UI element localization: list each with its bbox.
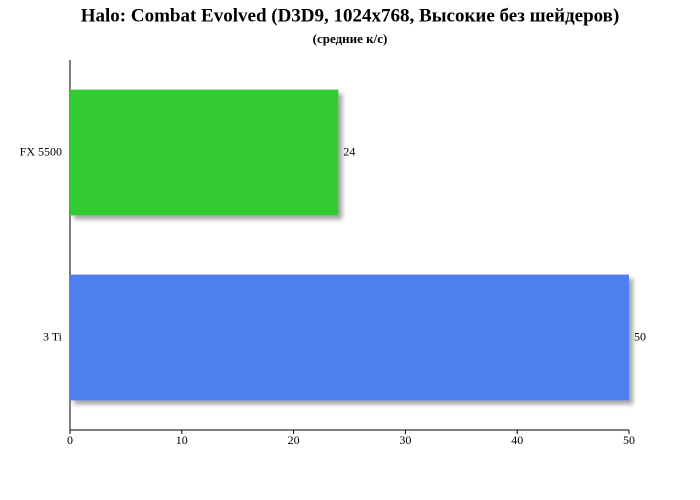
x-tick-label: 30 <box>399 433 411 447</box>
x-tick-label: 50 <box>623 433 635 447</box>
x-tick-label: 10 <box>176 433 188 447</box>
chart-subtitle: (средние к/с) <box>313 31 388 46</box>
bar <box>70 274 629 401</box>
data-label: 24 <box>343 144 355 158</box>
x-tick-label: 0 <box>67 433 73 447</box>
x-tick-label: 40 <box>511 433 523 447</box>
y-tick-label: 3 Ti <box>43 329 63 343</box>
bar <box>70 89 339 216</box>
y-tick-label: FX 5500 <box>20 144 62 158</box>
data-label: 50 <box>634 329 646 343</box>
x-tick-label: 20 <box>288 433 300 447</box>
chart-title: Halo: Combat Evolved (D3D9, 1024x768, Вы… <box>81 5 620 26</box>
